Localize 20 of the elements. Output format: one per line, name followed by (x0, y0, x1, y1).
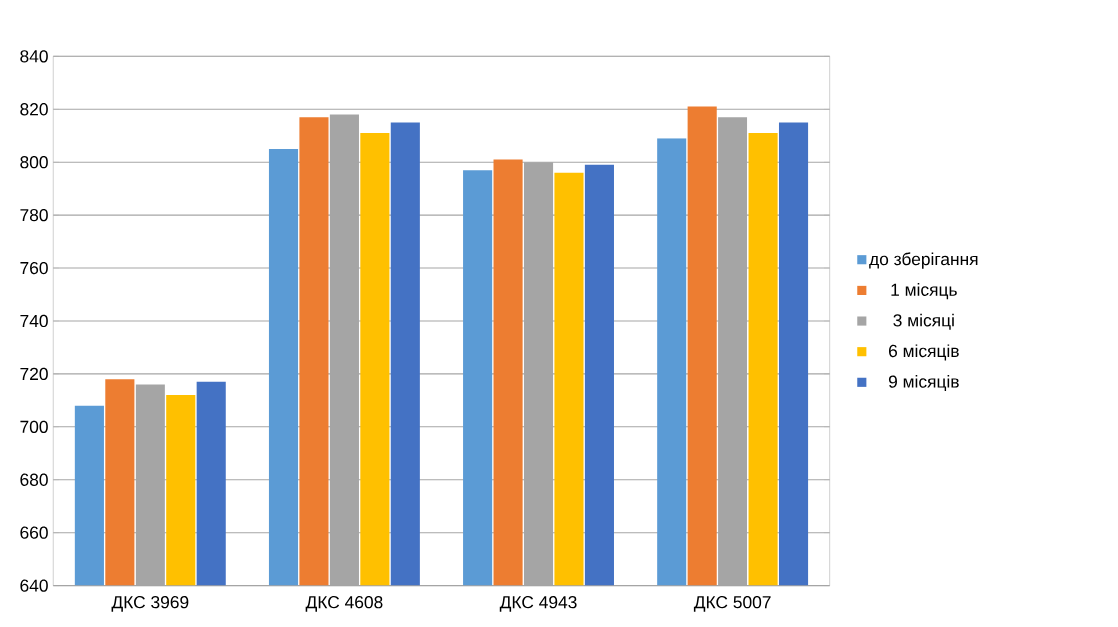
x-tick-label: ДКС 4608 (305, 595, 383, 612)
x-tick-label: ДКС 3969 (111, 595, 189, 612)
y-tick-label: 700 (20, 420, 48, 433)
legend-label: 3 місяці (893, 313, 954, 330)
x-tick-label: ДКС 5007 (693, 595, 771, 612)
legend-label: 6 місяців (889, 344, 959, 361)
legend-label: 9 місяців (888, 374, 959, 391)
y-tick-label: 800 (20, 155, 48, 169)
y-tick-label: 720 (20, 367, 48, 380)
x-tick-label: ДКС 4943 (499, 595, 577, 612)
y-tick-label: 780 (20, 208, 48, 222)
legend-label: 1 місяць (891, 282, 957, 299)
y-tick-label: 820 (20, 102, 48, 116)
y-tick-label: 760 (20, 261, 48, 274)
y-tick-label: 660 (20, 526, 48, 539)
y-tick-label: 640 (20, 579, 48, 592)
legend-label: до зберігання (869, 252, 978, 269)
y-tick-label: 840 (20, 49, 48, 63)
y-tick-label: 680 (20, 473, 48, 486)
y-tick-label: 740 (20, 314, 48, 327)
